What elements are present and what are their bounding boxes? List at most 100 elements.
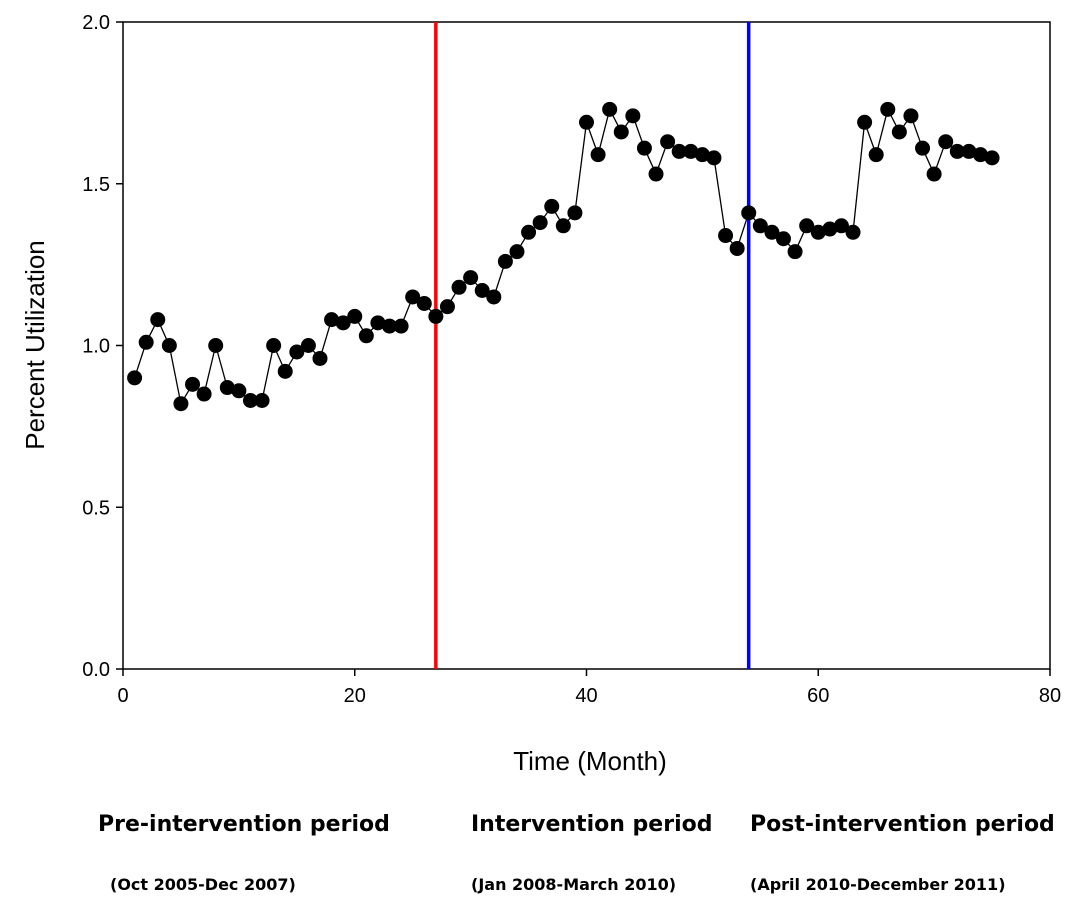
data-point bbox=[984, 150, 1000, 166]
data-point bbox=[242, 392, 258, 408]
data-point bbox=[648, 166, 664, 182]
data-point bbox=[764, 224, 780, 240]
data-point bbox=[741, 205, 757, 221]
data-point bbox=[127, 370, 143, 386]
data-point bbox=[185, 376, 201, 392]
data-point bbox=[289, 344, 305, 360]
data-point bbox=[915, 140, 931, 156]
data-point bbox=[335, 315, 351, 331]
data-point bbox=[497, 253, 513, 269]
data-point bbox=[521, 224, 537, 240]
data-point bbox=[671, 143, 687, 159]
data-point bbox=[405, 289, 421, 305]
y-axis-title: Percent Utilization bbox=[20, 240, 50, 450]
data-point bbox=[636, 140, 652, 156]
data-point bbox=[787, 244, 803, 260]
intervention-dates: (Jan 2008-March 2010) bbox=[471, 875, 676, 894]
data-point bbox=[150, 312, 166, 328]
x-tick-label: 0 bbox=[117, 685, 128, 707]
data-point bbox=[254, 392, 270, 408]
data-point bbox=[463, 270, 479, 286]
data-point bbox=[196, 386, 212, 402]
data-point bbox=[660, 134, 676, 150]
data-point bbox=[428, 308, 444, 324]
data-point bbox=[613, 124, 629, 140]
data-point bbox=[567, 205, 583, 221]
data-point bbox=[857, 114, 873, 130]
data-point bbox=[486, 289, 502, 305]
data-point bbox=[532, 215, 548, 231]
data-point bbox=[451, 279, 467, 295]
data-point bbox=[231, 383, 247, 399]
data-point bbox=[382, 318, 398, 334]
intervention-date-range: (Jan 2008-March 2010) bbox=[471, 875, 677, 894]
data-point bbox=[602, 101, 618, 117]
post-intervention-date-range: (April 2010-December 2011) bbox=[750, 875, 1006, 894]
y-tick-label: 2.0 bbox=[82, 12, 110, 34]
y-tick-label: 0.0 bbox=[82, 659, 110, 681]
y-tick-label: 0.5 bbox=[82, 497, 110, 519]
x-tick-label: 40 bbox=[575, 685, 597, 707]
series-line bbox=[133, 107, 993, 406]
data-point bbox=[358, 328, 374, 344]
data-point bbox=[972, 147, 988, 163]
data-point bbox=[949, 143, 965, 159]
data-point bbox=[891, 124, 907, 140]
y-tick-label: 1.0 bbox=[82, 336, 110, 358]
data-point bbox=[694, 147, 710, 163]
data-point bbox=[266, 338, 282, 353]
y-tick-label: 1.5 bbox=[82, 174, 110, 196]
data-point bbox=[416, 295, 432, 311]
data-point bbox=[880, 101, 896, 117]
data-point bbox=[324, 312, 340, 328]
post-intervention-title: Post-intervention period bbox=[750, 812, 1055, 837]
data-point bbox=[903, 108, 919, 124]
pre-intervention-title: Pre-intervention period bbox=[98, 812, 390, 837]
data-point bbox=[300, 338, 316, 353]
pre-intervention-date-range: (Oct 2005-Dec 2007) bbox=[110, 875, 296, 894]
data-point bbox=[312, 350, 328, 366]
data-point bbox=[474, 283, 490, 299]
data-point bbox=[822, 221, 838, 237]
data-point bbox=[868, 147, 884, 163]
intervention-label: Intervention period bbox=[471, 812, 712, 837]
data-point bbox=[683, 143, 699, 159]
data-point bbox=[208, 338, 224, 353]
x-tick-label: 80 bbox=[1039, 685, 1061, 707]
data-point bbox=[579, 114, 594, 130]
data-point bbox=[938, 134, 954, 150]
data-point bbox=[555, 218, 571, 234]
data-point bbox=[219, 380, 235, 396]
data-point bbox=[845, 224, 861, 240]
data-point bbox=[173, 396, 189, 412]
intervention-title: Intervention period bbox=[471, 812, 713, 837]
data-point bbox=[706, 150, 722, 166]
data-point bbox=[810, 224, 826, 240]
data-point bbox=[439, 299, 455, 315]
pre-intervention-label: Pre-intervention period bbox=[98, 812, 390, 837]
data-point bbox=[926, 166, 942, 182]
x-axis-title: Time (Month) bbox=[513, 746, 667, 776]
data-point bbox=[161, 338, 177, 353]
x-tick-label: 20 bbox=[344, 685, 366, 707]
data-point bbox=[752, 218, 768, 234]
post-intervention-label: Post-intervention period bbox=[750, 812, 1055, 837]
data-point bbox=[544, 198, 560, 214]
data-point bbox=[277, 363, 293, 379]
data-point bbox=[775, 231, 791, 247]
post-intervention-dates: (April 2010-December 2011) bbox=[750, 875, 1006, 894]
data-point bbox=[509, 244, 525, 260]
data-point bbox=[961, 143, 977, 159]
data-point bbox=[138, 334, 154, 350]
data-point bbox=[370, 315, 386, 331]
pre-intervention-dates: (Oct 2005-Dec 2007) bbox=[110, 875, 296, 894]
data-point bbox=[590, 147, 606, 163]
data-point bbox=[625, 108, 641, 124]
data-point bbox=[729, 240, 745, 256]
x-tick-label: 60 bbox=[807, 685, 829, 707]
data-point bbox=[833, 218, 849, 234]
data-point bbox=[799, 218, 815, 234]
data-point bbox=[393, 318, 409, 334]
data-point bbox=[347, 308, 363, 324]
